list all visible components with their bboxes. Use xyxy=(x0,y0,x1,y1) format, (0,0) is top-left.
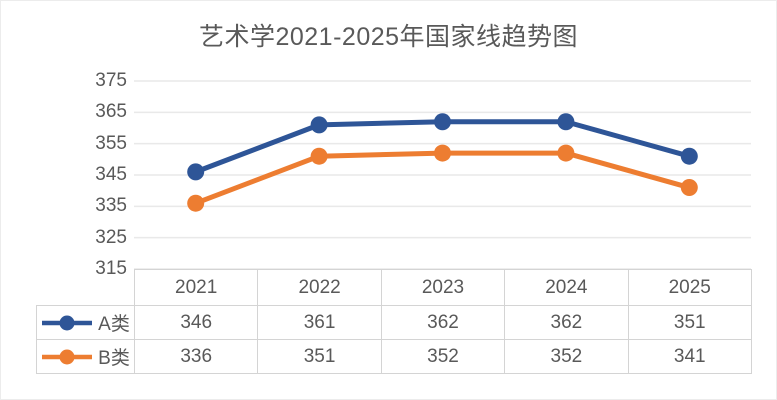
data-point-marker xyxy=(310,147,328,165)
year-header-2023: 2023 xyxy=(380,269,506,306)
table-row-series-b: B类 336 351 352 352 341 xyxy=(36,339,752,374)
legend-marker-icon-series-a xyxy=(42,315,93,330)
data-point-marker xyxy=(680,147,698,165)
value-cell: 351 xyxy=(627,305,752,340)
value-cell: 336 xyxy=(133,339,259,374)
data-point-marker xyxy=(557,144,575,162)
year-header-2022: 2022 xyxy=(257,269,382,306)
legend-marker-icon-series-b xyxy=(42,349,93,364)
year-header-2024: 2024 xyxy=(504,269,629,306)
value-cell: 362 xyxy=(380,305,506,340)
legend-label-series-a: A类 xyxy=(98,314,130,335)
y-axis-tick-315: 315 xyxy=(95,258,127,279)
legend-cell-series-a: A类 xyxy=(36,305,135,340)
data-point-marker xyxy=(310,116,328,134)
y-axis-tick-335: 335 xyxy=(95,195,127,216)
chart-title: 艺术学2021-2025年国家线趋势图 xyxy=(198,23,579,51)
year-header-2025: 2025 xyxy=(627,269,752,306)
y-axis-tick-355: 355 xyxy=(95,133,127,154)
data-point-marker xyxy=(434,144,451,162)
value-cell: 361 xyxy=(257,305,382,340)
y-axis-tick-345: 345 xyxy=(95,164,127,185)
value-cell: 362 xyxy=(504,305,629,340)
value-cell: 346 xyxy=(133,305,259,340)
data-point-marker xyxy=(434,113,451,131)
data-point-marker xyxy=(557,113,575,131)
value-cell: 341 xyxy=(627,339,752,374)
table-header-row: 2021 2022 2023 2024 2025 xyxy=(37,269,752,306)
value-cell: 352 xyxy=(380,339,506,374)
data-point-marker xyxy=(187,194,205,212)
data-point-marker xyxy=(187,163,205,181)
value-cell: 352 xyxy=(504,339,629,374)
y-axis-tick-325: 325 xyxy=(95,227,127,248)
legend-cell-series-b: B类 xyxy=(36,339,135,374)
value-cell: 351 xyxy=(257,339,382,374)
plot-svg xyxy=(134,80,751,270)
chart-data-table: 2021 2022 2023 2024 2025 A类 346 361 362 … xyxy=(36,269,752,374)
y-axis-tick-365: 365 xyxy=(95,101,127,122)
y-axis-tick-375: 375 xyxy=(95,70,127,91)
legend-label-series-b: B类 xyxy=(98,348,130,369)
data-point-marker xyxy=(680,179,698,197)
table-corner-blank-cell xyxy=(37,270,135,306)
year-header-2021: 2021 xyxy=(133,269,259,306)
table-row-series-a: A类 346 361 362 362 351 xyxy=(36,305,752,340)
